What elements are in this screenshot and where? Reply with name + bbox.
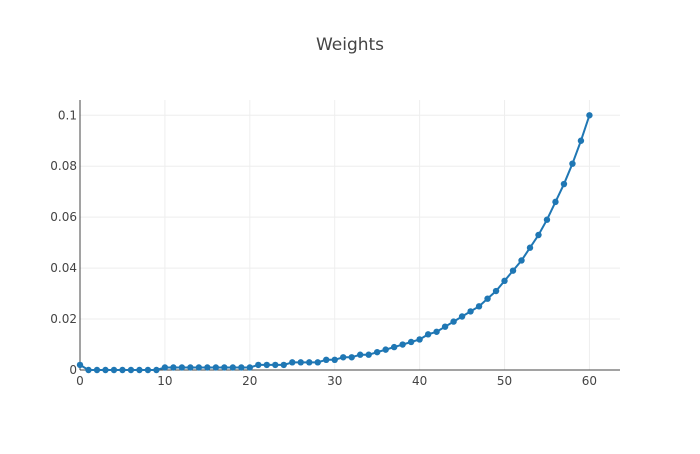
data-point bbox=[153, 366, 160, 374]
data-point bbox=[535, 231, 542, 239]
data-point bbox=[399, 341, 406, 348]
data-point bbox=[416, 336, 423, 343]
data-point bbox=[178, 364, 186, 371]
data-point bbox=[221, 364, 228, 371]
data-point bbox=[441, 323, 449, 330]
data-point bbox=[76, 361, 84, 369]
data-point bbox=[297, 359, 304, 366]
data-point bbox=[263, 361, 270, 369]
y-tick-label: 0.08 bbox=[50, 159, 77, 173]
y-tick-label: 0.1 bbox=[58, 108, 77, 122]
data-point bbox=[586, 112, 593, 119]
data-point bbox=[577, 137, 585, 144]
data-point bbox=[306, 359, 313, 366]
x-tick-label: 30 bbox=[327, 374, 342, 388]
data-point bbox=[314, 359, 321, 366]
data-point bbox=[475, 303, 483, 310]
data-point bbox=[467, 308, 474, 315]
data-point bbox=[187, 364, 194, 371]
x-tick-label: 60 bbox=[582, 374, 597, 388]
data-point bbox=[110, 366, 118, 374]
data-point bbox=[195, 364, 203, 371]
data-point bbox=[289, 359, 296, 366]
y-tick-label: 0.02 bbox=[50, 312, 77, 326]
x-tick-label: 50 bbox=[497, 374, 512, 388]
data-point bbox=[272, 361, 279, 369]
data-point bbox=[93, 366, 101, 374]
data-point bbox=[246, 364, 254, 371]
data-point bbox=[458, 313, 466, 320]
data-point bbox=[85, 366, 92, 374]
data-point bbox=[509, 267, 517, 274]
data-point bbox=[161, 364, 169, 371]
data-point bbox=[365, 351, 372, 358]
data-point bbox=[450, 318, 457, 325]
data-point bbox=[331, 356, 338, 364]
data-point bbox=[560, 180, 568, 188]
y-tick-label: 0 bbox=[69, 363, 77, 377]
data-point bbox=[255, 361, 262, 369]
series-layer bbox=[76, 112, 593, 374]
y-tick-label: 0.04 bbox=[50, 261, 77, 275]
data-point bbox=[280, 361, 287, 369]
data-point bbox=[543, 216, 551, 223]
data-point bbox=[127, 366, 135, 374]
data-point bbox=[144, 366, 152, 374]
data-point bbox=[102, 366, 109, 374]
chart-title: Weights bbox=[316, 35, 384, 55]
data-point bbox=[340, 354, 347, 361]
data-point bbox=[170, 364, 177, 371]
y-tick-label: 0.06 bbox=[50, 210, 77, 224]
data-point bbox=[492, 287, 500, 295]
x-tick-label: 10 bbox=[157, 374, 172, 388]
data-point bbox=[382, 346, 389, 353]
grid-lines bbox=[80, 100, 620, 370]
x-tick-label: 0 bbox=[76, 374, 84, 388]
data-point bbox=[323, 356, 330, 364]
data-point bbox=[119, 366, 126, 374]
data-point bbox=[390, 343, 398, 351]
data-point bbox=[407, 338, 415, 346]
data-point bbox=[373, 348, 381, 356]
data-point bbox=[229, 364, 237, 371]
data-point bbox=[433, 328, 440, 335]
data-point bbox=[424, 331, 432, 338]
data-point bbox=[348, 354, 355, 361]
axes bbox=[79, 100, 620, 371]
data-point bbox=[356, 351, 364, 358]
data-point bbox=[569, 160, 576, 167]
data-point bbox=[204, 364, 211, 371]
tick-labels: 0 10 20 30 40 50 60 0 0.02 0.04 0.06 0.08 0.1 bbox=[50, 108, 597, 388]
data-point bbox=[238, 364, 245, 371]
data-point bbox=[518, 257, 525, 264]
data-point bbox=[136, 366, 143, 374]
data-point bbox=[212, 364, 220, 371]
data-point bbox=[552, 198, 559, 206]
data-point bbox=[501, 277, 508, 285]
x-tick-label: 40 bbox=[412, 374, 427, 388]
data-point bbox=[484, 295, 491, 302]
x-tick-label: 20 bbox=[242, 374, 257, 388]
data-point bbox=[526, 244, 534, 251]
